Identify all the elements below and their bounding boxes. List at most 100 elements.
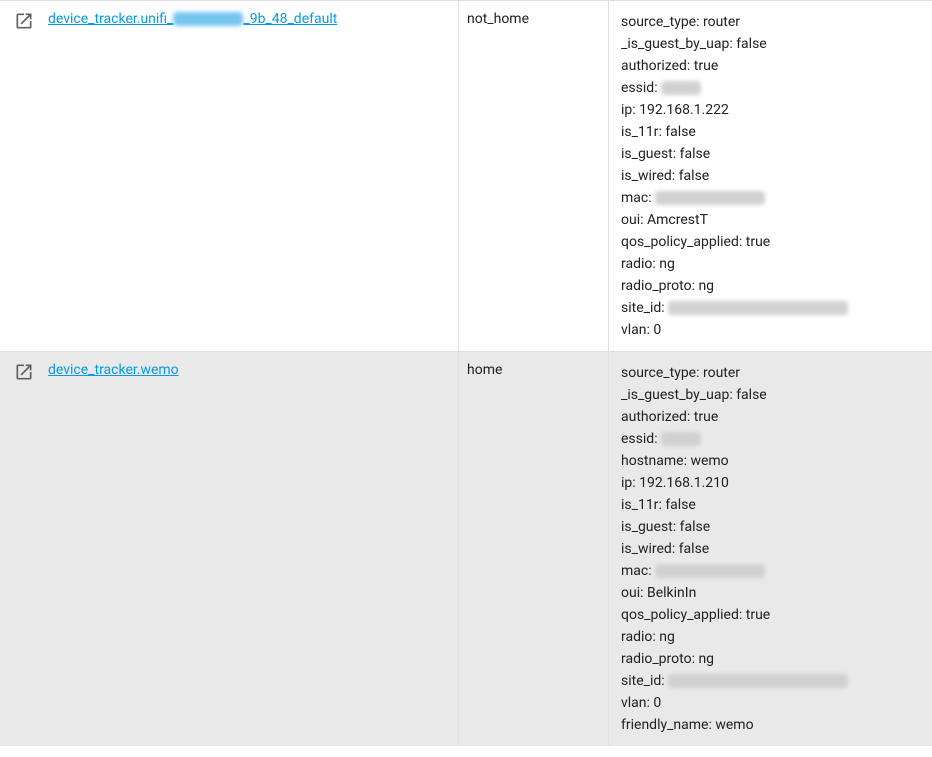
- attr-value: 0: [653, 695, 661, 711]
- attr-row: is_guest: false: [621, 143, 920, 165]
- attr-key: is_guest: [621, 519, 673, 535]
- entity-id: device_tracker.wemo: [48, 362, 179, 378]
- entity-row: device_tracker.unifi_ _9b_48_default not_…: [0, 0, 932, 351]
- attr-value-redacted: [668, 674, 848, 688]
- attr-value: BelkinIn: [647, 585, 696, 601]
- attr-key: qos_policy_applied: [621, 234, 739, 250]
- attr-value: ng: [659, 256, 675, 272]
- attr-value-redacted: [668, 301, 848, 315]
- attr-value: true: [694, 409, 718, 425]
- attr-value: 192.168.1.210: [639, 475, 729, 491]
- attr-value-redacted: [661, 81, 701, 95]
- attr-value: true: [746, 607, 770, 623]
- attr-row: authorized: true: [621, 55, 920, 77]
- attr-value: true: [694, 58, 718, 74]
- attr-value: false: [679, 168, 710, 184]
- attr-key: is_wired: [621, 541, 672, 557]
- attr-value-redacted: [661, 432, 701, 446]
- attr-row: oui: BelkinIn: [621, 582, 920, 604]
- attr-key: is_guest: [621, 146, 673, 162]
- attr-value: false: [680, 519, 711, 535]
- attr-row: radio_proto: ng: [621, 275, 920, 297]
- attr-row: oui: AmcrestT: [621, 209, 920, 231]
- attr-value: 192.168.1.222: [639, 102, 729, 118]
- attr-value: router: [703, 14, 740, 30]
- attr-key: oui: [621, 212, 640, 228]
- attr-row: site_id:: [621, 297, 920, 319]
- attr-row: site_id:: [621, 670, 920, 692]
- attr-row: radio_proto: ng: [621, 648, 920, 670]
- open-in-new-icon[interactable]: [14, 11, 34, 31]
- attr-key: radio_proto: [621, 278, 692, 294]
- entity-id-prefix: device_tracker.unifi_: [48, 11, 173, 27]
- entity-link[interactable]: device_tracker.wemo: [48, 362, 179, 378]
- attr-row: vlan: 0: [621, 692, 920, 714]
- attr-key: mac: [621, 190, 648, 206]
- attr-row: is_11r: false: [621, 121, 920, 143]
- attr-key: site_id: [621, 673, 661, 689]
- attr-row: ip: 192.168.1.210: [621, 472, 920, 494]
- attr-key: site_id: [621, 300, 661, 316]
- attr-row: vlan: 0: [621, 319, 920, 341]
- attr-value: true: [746, 234, 770, 250]
- attr-row: ip: 192.168.1.222: [621, 99, 920, 121]
- attributes-cell: source_type: router _is_guest_by_uap: fa…: [608, 1, 932, 351]
- attr-key: radio_proto: [621, 651, 692, 667]
- attr-row: is_wired: false: [621, 165, 920, 187]
- state-cell: not_home: [458, 1, 608, 351]
- attr-key: friendly_name: [621, 717, 708, 733]
- attr-row: mac:: [621, 187, 920, 209]
- attr-key: vlan: [621, 322, 647, 338]
- attr-key: ip: [621, 475, 632, 491]
- attr-row: is_guest: false: [621, 516, 920, 538]
- entity-id-redacted: [173, 12, 243, 26]
- attr-row: radio: ng: [621, 626, 920, 648]
- attr-value: false: [680, 146, 711, 162]
- attr-value: router: [703, 365, 740, 381]
- state-value: home: [467, 362, 502, 378]
- attr-key: essid: [621, 80, 654, 96]
- attr-value: 0: [653, 322, 661, 338]
- attr-key: _is_guest_by_uap: [621, 387, 729, 403]
- attr-row: essid:: [621, 77, 920, 99]
- attr-value: false: [679, 541, 710, 557]
- attr-value: ng: [698, 651, 714, 667]
- entity-id-suffix: _9b_48_default: [243, 11, 337, 27]
- attr-key: ip: [621, 102, 632, 118]
- attr-value: false: [736, 387, 767, 403]
- attr-value: false: [736, 36, 767, 52]
- attr-row: qos_policy_applied: true: [621, 231, 920, 253]
- attr-key: oui: [621, 585, 640, 601]
- attr-key: source_type: [621, 365, 696, 381]
- attr-row: is_wired: false: [621, 538, 920, 560]
- attr-row: hostname: wemo: [621, 450, 920, 472]
- attr-row: source_type: router: [621, 11, 920, 33]
- attr-key: authorized: [621, 58, 687, 74]
- attr-key: qos_policy_applied: [621, 607, 739, 623]
- open-icon-cell: [0, 1, 48, 351]
- attr-value: wemo: [690, 453, 728, 469]
- attr-key: _is_guest_by_uap: [621, 36, 729, 52]
- entity-id-cell: device_tracker.wemo: [48, 352, 458, 746]
- attr-row: authorized: true: [621, 406, 920, 428]
- attr-key: authorized: [621, 409, 687, 425]
- attr-key: essid: [621, 431, 654, 447]
- attr-row: friendly_name: wemo: [621, 714, 920, 736]
- attr-key: is_wired: [621, 168, 672, 184]
- state-value: not_home: [467, 11, 529, 27]
- attr-row: _is_guest_by_uap: false: [621, 384, 920, 406]
- state-cell: home: [458, 352, 608, 746]
- attr-key: mac: [621, 563, 648, 579]
- attr-value: ng: [698, 278, 714, 294]
- attr-value-redacted: [655, 191, 765, 205]
- attr-value: AmcrestT: [647, 212, 708, 228]
- attr-value-redacted: [655, 564, 765, 578]
- open-in-new-icon[interactable]: [14, 362, 34, 382]
- entity-row: device_tracker.wemo home source_type: ro…: [0, 351, 932, 746]
- attr-row: source_type: router: [621, 362, 920, 384]
- attr-value: false: [665, 497, 696, 513]
- attr-key: source_type: [621, 14, 696, 30]
- attr-row: essid:: [621, 428, 920, 450]
- entity-link[interactable]: device_tracker.unifi_ _9b_48_default: [48, 11, 337, 27]
- attr-key: is_11r: [621, 124, 658, 140]
